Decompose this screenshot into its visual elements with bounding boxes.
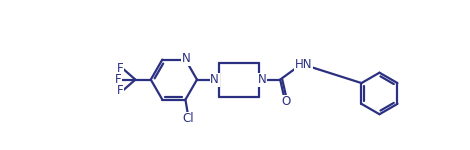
- Text: F: F: [115, 73, 122, 86]
- Text: HN: HN: [295, 58, 312, 71]
- Text: N: N: [258, 73, 267, 86]
- Text: N: N: [182, 52, 190, 65]
- Text: F: F: [117, 62, 123, 75]
- Text: N: N: [210, 73, 219, 86]
- Text: Cl: Cl: [183, 112, 194, 125]
- Text: O: O: [281, 95, 290, 108]
- Text: F: F: [117, 84, 123, 97]
